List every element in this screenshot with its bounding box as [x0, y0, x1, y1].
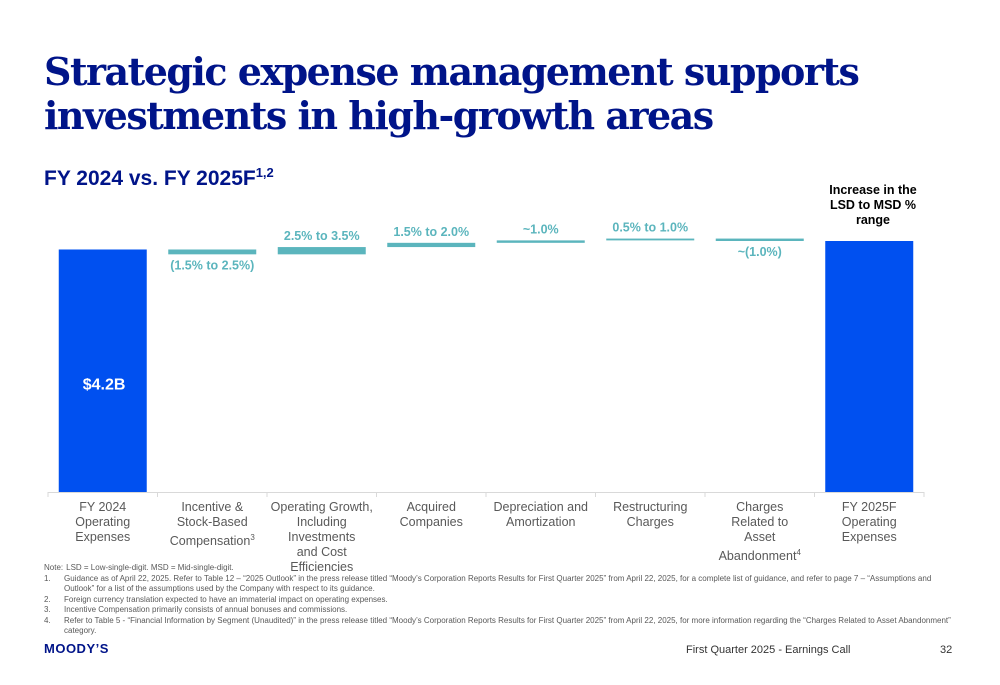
subtitle-footnote-ref: 1,2	[255, 165, 274, 180]
category-label: FY 2024 Operating Expenses	[75, 500, 131, 544]
category-label: FY 2025F Operating Expenses	[841, 500, 897, 544]
footnote: 2. Foreign currency translation expected …	[44, 594, 388, 604]
bar-total	[58, 249, 147, 492]
category-label: Operating Growth, Including Investments an…	[270, 500, 373, 574]
data-label: ~1.0%	[523, 222, 559, 236]
category-label: Restructuring Charges	[613, 500, 688, 529]
bar-total	[825, 241, 914, 492]
bar-delta	[277, 247, 366, 255]
footnote: Note: LSD = Low-single-digit. MSD = Mid-s…	[44, 563, 234, 572]
footer-event: First Quarter 2025 - Earnings Call	[686, 644, 851, 656]
bar-delta	[496, 240, 585, 243]
page-number: 32	[940, 644, 953, 656]
chart-subtitle: FY 2024 vs. FY 2025F1,2	[44, 165, 274, 191]
subtitle-text: FY 2024 vs. FY 2025F	[44, 167, 256, 190]
end-bar-note: Increase in the LSD to MSD % range	[829, 183, 917, 227]
data-label: (1.5% to 2.5%)	[170, 258, 254, 272]
data-label: 0.5% to 1.0%	[612, 221, 688, 235]
data-label: ~(1.0%)	[738, 245, 782, 259]
category-label: Acquired Companies	[399, 500, 463, 529]
waterfall-chart: $4.2B (1.5% to 2.5%) 2.5% to 3.5% 1.5% to 2…	[47, 221, 925, 497]
bar-delta	[387, 242, 476, 248]
category-label: Depreciation and Amortization	[493, 500, 588, 529]
footnotes: Note: LSD = Low-single-digit. MSD = Mid-s…	[44, 563, 954, 637]
bar-delta	[715, 238, 804, 241]
footnote: 4. Refer to Table 5 - “Financial Informat…	[44, 615, 951, 636]
moodys-logo: MOODY’S	[44, 641, 109, 656]
category-label: Charges Related to Asset Abandonment4	[718, 500, 801, 564]
page-title: Strategic expense management supports in…	[44, 49, 860, 138]
data-label: 1.5% to 2.0%	[393, 225, 469, 239]
footnote: 1. Guidance as of April 22, 2025. Refer t…	[44, 573, 932, 594]
category-label: Incentive & Stock-Based Compensation3	[169, 500, 255, 549]
footnote: 3. Incentive Compensation primarily consi…	[44, 605, 348, 614]
data-label: 2.5% to 3.5%	[284, 229, 360, 243]
bar-delta	[168, 249, 257, 255]
bar-delta	[606, 238, 695, 241]
data-label: $4.2B	[83, 377, 126, 394]
